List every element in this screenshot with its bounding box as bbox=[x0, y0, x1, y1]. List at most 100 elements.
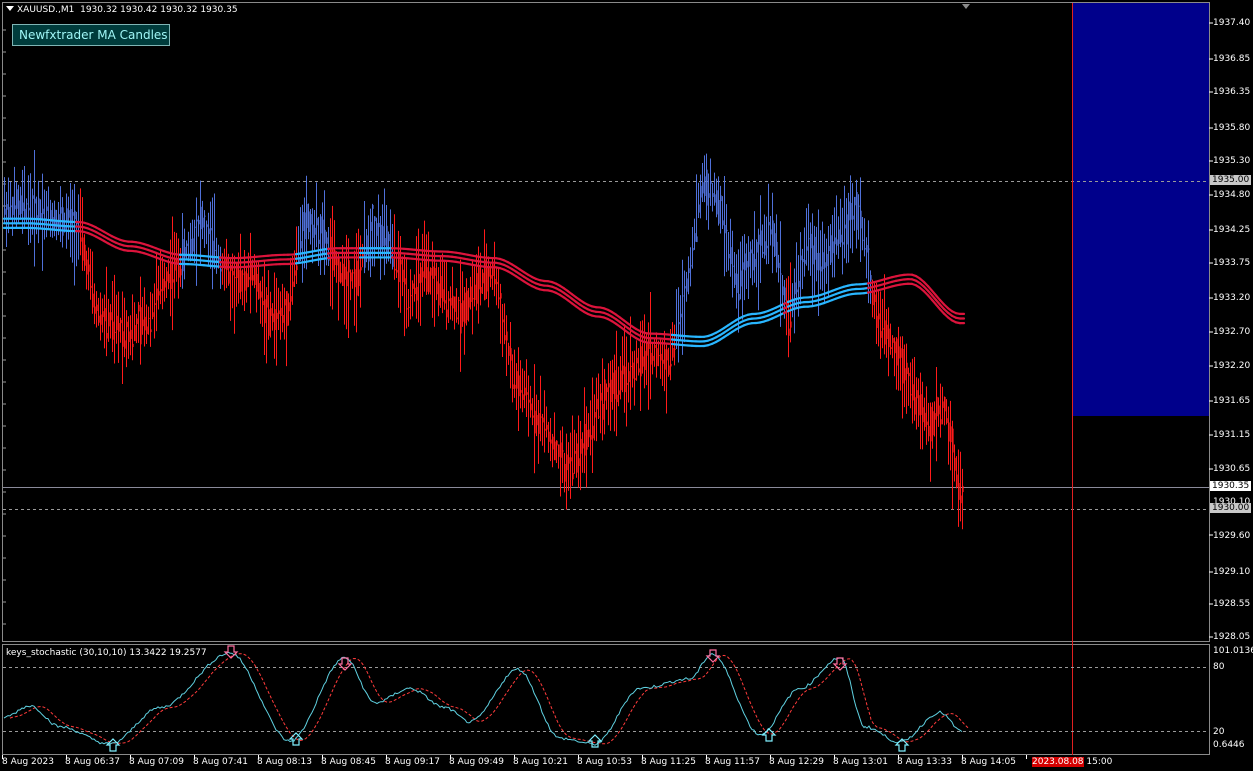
candle-body bbox=[920, 394, 922, 415]
candle-body bbox=[938, 405, 940, 415]
candle-body bbox=[344, 266, 346, 280]
candle-body bbox=[280, 307, 282, 316]
candle-body bbox=[396, 270, 398, 273]
candle-body bbox=[366, 235, 368, 256]
candle-body bbox=[72, 212, 74, 216]
candle-body bbox=[596, 398, 598, 410]
candle-body bbox=[134, 325, 136, 342]
candle-body bbox=[656, 348, 658, 367]
candle-body bbox=[520, 390, 522, 393]
candle-body bbox=[734, 273, 736, 285]
candle-body bbox=[148, 317, 150, 319]
time-label: 8 Aug 06:37 bbox=[65, 757, 120, 767]
candle-body bbox=[410, 295, 412, 297]
ma-candles-button[interactable]: Newfxtrader MA Candles bbox=[12, 24, 170, 46]
price-label: 1928.55 bbox=[1213, 599, 1251, 609]
stoch-axis-label: 101.0136 bbox=[1213, 646, 1253, 656]
candle-body bbox=[820, 266, 822, 272]
candle-body bbox=[210, 227, 212, 231]
candle-body bbox=[436, 281, 438, 295]
candle-body bbox=[294, 270, 296, 276]
candle-body bbox=[220, 268, 222, 272]
candle-body bbox=[582, 443, 584, 449]
candle-body bbox=[852, 215, 854, 220]
candle-body bbox=[594, 411, 596, 418]
forecast-zone bbox=[1073, 3, 1209, 416]
candle-body bbox=[10, 205, 12, 208]
candle-body bbox=[670, 363, 672, 367]
candle-body bbox=[662, 359, 664, 364]
candle-body bbox=[718, 199, 720, 224]
candle-body bbox=[500, 293, 502, 299]
candle-body bbox=[930, 406, 932, 442]
candle-body bbox=[660, 353, 662, 361]
candle-body bbox=[286, 291, 288, 327]
candle-body bbox=[780, 273, 782, 275]
candle-body bbox=[184, 247, 186, 258]
candle-body bbox=[636, 357, 638, 364]
candle-body bbox=[448, 298, 450, 302]
candle-body bbox=[104, 308, 106, 322]
candle-body bbox=[612, 372, 614, 395]
candle-body bbox=[822, 252, 824, 270]
candle-body bbox=[412, 283, 414, 289]
candle-body bbox=[146, 326, 148, 335]
candle-body bbox=[320, 216, 322, 234]
candle-body bbox=[902, 348, 904, 384]
candle-body bbox=[404, 278, 406, 285]
candle-body bbox=[638, 368, 640, 373]
candle-body bbox=[946, 418, 948, 424]
candle-body bbox=[608, 383, 610, 388]
candle-body bbox=[218, 256, 220, 262]
candle-body bbox=[64, 225, 66, 231]
candle-body bbox=[724, 225, 726, 234]
candle-body bbox=[216, 259, 218, 261]
candle-body bbox=[850, 202, 852, 220]
time-label: 8 Aug 13:33 bbox=[897, 757, 952, 767]
candle-body bbox=[932, 411, 934, 436]
candle-body bbox=[374, 216, 376, 222]
candle-body bbox=[910, 394, 912, 396]
price-label: 1935.30 bbox=[1213, 156, 1251, 166]
candle-body bbox=[248, 277, 250, 280]
candle-body bbox=[888, 328, 890, 348]
candle-body bbox=[172, 279, 174, 283]
chart-shift-marker[interactable] bbox=[962, 4, 970, 9]
price-label: 1935.80 bbox=[1213, 123, 1251, 133]
candle-body bbox=[806, 246, 808, 251]
candle-body bbox=[382, 226, 384, 246]
candle-body bbox=[284, 299, 286, 306]
candle-body bbox=[772, 220, 774, 247]
candle-body bbox=[372, 204, 374, 209]
candle-body bbox=[704, 176, 706, 196]
candle-body bbox=[752, 253, 754, 271]
candle-body bbox=[588, 429, 590, 438]
candle-body bbox=[194, 226, 196, 228]
time-label: 8 Aug 10:21 bbox=[513, 757, 568, 767]
candle-body bbox=[312, 224, 314, 238]
candle-body bbox=[840, 234, 842, 243]
candle-body bbox=[622, 365, 624, 375]
candle-body bbox=[584, 423, 586, 456]
candle-body bbox=[860, 210, 862, 229]
candle-body bbox=[262, 300, 264, 306]
candle-body bbox=[430, 267, 432, 276]
symbol-name: XAUUSD.,M1 bbox=[17, 5, 75, 15]
candle-body bbox=[22, 202, 24, 212]
candle-body bbox=[258, 283, 260, 299]
main-pane-frame bbox=[2, 2, 1210, 642]
candle-body bbox=[644, 350, 646, 371]
candle-body bbox=[926, 421, 928, 425]
dropdown-triangle-icon[interactable] bbox=[6, 6, 14, 11]
candle-body bbox=[144, 316, 146, 331]
candle-body bbox=[164, 281, 166, 288]
candle-body bbox=[400, 259, 402, 265]
candle-body bbox=[386, 225, 388, 253]
candle-body bbox=[634, 378, 636, 380]
candle-body bbox=[756, 241, 758, 253]
candle-body bbox=[868, 248, 870, 250]
candle-body bbox=[600, 392, 602, 401]
candle-body bbox=[444, 300, 446, 304]
